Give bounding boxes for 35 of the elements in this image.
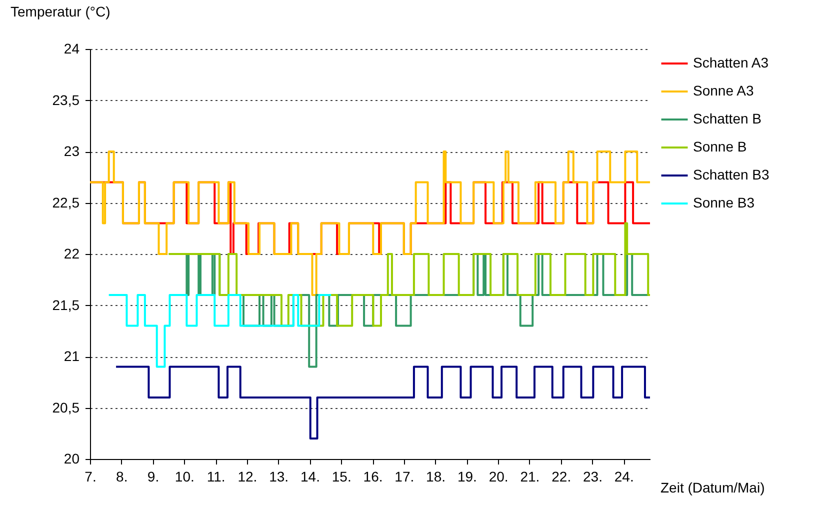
y-axis-title: Temperatur (°C) [10,4,110,20]
y-tick-label: 23,5 [52,92,80,108]
x-axis-title: Zeit (Datum/Mai) [660,480,765,496]
x-tick-label: 8. [116,468,128,484]
x-tick-label: 10. [174,468,194,484]
legend-label: Schatten B [693,110,762,126]
y-tick-label: 21 [64,348,80,364]
y-tick-label: 22 [64,246,80,262]
x-tick-label: 20. [488,468,508,484]
y-tick-label: 20,5 [52,399,80,416]
x-tick-label: 9. [147,468,160,484]
legend-label: Sonne A3 [693,82,754,98]
y-tick-label: 22,5 [52,194,80,210]
x-tick-label: 12. [238,468,258,484]
x-tick-label: 21. [520,468,540,484]
x-tick-label: 11. [206,468,226,484]
y-tick-label: 21,5 [52,296,80,313]
x-tick-label: 14. [300,468,320,484]
legend-label: Sonne B3 [693,194,755,210]
x-tick-label: 16. [363,468,383,484]
y-tick-label: 24 [64,40,80,56]
x-tick-label: 13. [269,468,289,484]
y-tick-label: 20 [64,450,80,466]
y-tick-label: 23 [64,143,80,159]
legend-label: Schatten B3 [693,166,770,182]
x-tick-label: 22. [552,468,572,484]
x-tick-label: 7. [84,468,96,484]
x-tick-label: 15. [332,468,352,484]
x-tick-label: 24. [614,468,634,484]
legend-label: Schatten A3 [693,54,769,70]
x-tick-label: 19. [457,468,477,484]
legend-label: Sonne B [693,138,747,154]
x-tick-label: 18. [426,468,446,484]
x-tick-label: 17. [394,468,414,484]
x-tick-label: 23. [583,468,602,484]
